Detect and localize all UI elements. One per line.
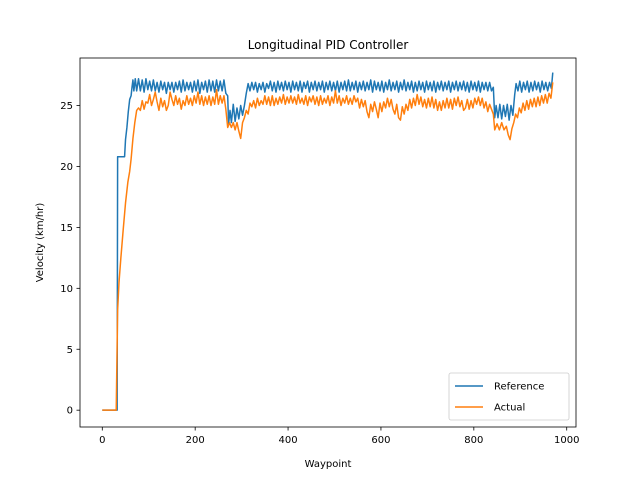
y-tick-label: 5 [67, 345, 73, 356]
y-tick-label: 20 [60, 162, 73, 173]
series-line-reference [102, 72, 554, 411]
legend: Reference Actual [448, 372, 570, 421]
x-tick-label: 0 [99, 435, 105, 446]
x-tick-label: 200 [186, 435, 205, 446]
x-tick-label: 600 [371, 435, 390, 446]
y-tick-label: 25 [60, 101, 73, 112]
y-tick-label: 15 [60, 223, 73, 234]
x-tick-label: 800 [464, 435, 483, 446]
legend-box [448, 372, 570, 421]
legend-label-reference: Reference [494, 382, 544, 393]
y-axis-ticks: 0 5 10 15 20 25 [60, 101, 80, 417]
x-axis-ticks: 0 200 400 600 800 1000 [99, 427, 579, 446]
x-tick-label: 400 [279, 435, 298, 446]
x-axis-label: Waypoint [305, 459, 352, 470]
legend-label-actual: Actual [494, 403, 525, 414]
series-line-actual [102, 82, 554, 411]
y-tick-label: 0 [67, 406, 73, 417]
y-axis-label: Velocity (km/hr) [35, 203, 46, 283]
chart-title: Longitudinal PID Controller [248, 38, 409, 52]
x-tick-label: 1000 [554, 435, 579, 446]
plot-area [102, 72, 554, 411]
axes-frame [79, 57, 577, 428]
y-tick-label: 10 [60, 284, 73, 295]
